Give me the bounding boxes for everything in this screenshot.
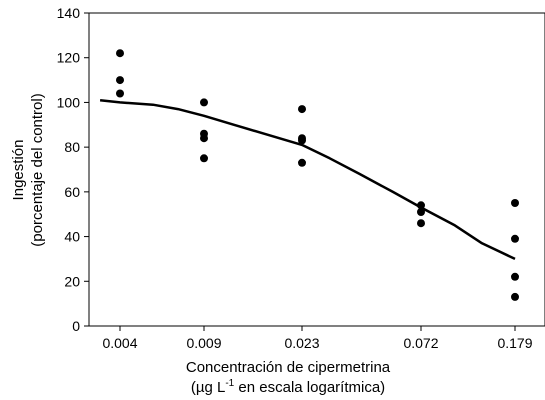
y-tick-label: 80	[64, 139, 80, 155]
data-point	[511, 272, 519, 281]
y-tick-label: 140	[57, 5, 81, 21]
y-tick-label: 0	[72, 318, 80, 334]
data-point	[200, 98, 208, 107]
y-tick-label: 20	[64, 273, 80, 289]
data-point	[298, 158, 306, 167]
data-point	[298, 136, 306, 145]
data-point	[417, 219, 425, 228]
data-point	[200, 154, 208, 163]
x-tick-label: 0.072	[403, 335, 438, 351]
x-tick-label: 0.004	[102, 335, 137, 351]
data-point	[511, 199, 519, 207]
x-tick-label: 0.179	[497, 335, 532, 351]
data-point	[417, 208, 425, 216]
x-tick-label: 0.009	[186, 335, 221, 351]
data-point	[116, 76, 124, 85]
y-axis-title-line1: Ingestión	[10, 140, 27, 201]
data-points	[116, 49, 519, 301]
data-point	[417, 201, 425, 210]
data-point	[116, 49, 124, 58]
data-point	[511, 234, 519, 243]
y-axis-title-line2: (porcentaje del control)	[29, 93, 46, 246]
data-point	[200, 134, 208, 143]
x-axis-title-scale: en escala logarítmica)	[234, 379, 385, 396]
y-tick-label: 100	[57, 94, 81, 110]
y-tick-label: 120	[57, 50, 81, 66]
y-axis-ticks: 0 20 40 60 80 100 120 140	[57, 5, 89, 334]
y-tick-label: 60	[64, 184, 80, 200]
fit-curve-group	[99, 98, 516, 261]
fit-curve	[99, 98, 516, 261]
x-tick-label: 0.023	[284, 335, 319, 351]
x-axis-title-line2: (µg L-1 en escala logarítmica)	[191, 378, 385, 396]
x-axis-title-unit: (µg L	[191, 379, 226, 396]
x-axis-ticks: 0.004 0.009 0.023 0.072 0.179	[102, 326, 533, 351]
y-tick-label: 40	[64, 229, 80, 245]
data-point	[298, 105, 306, 114]
x-axis-title-line1: Concentración de cipermetrina	[186, 359, 391, 376]
plot-frame	[88, 12, 545, 327]
x-axis-title-superscript: -1	[225, 378, 234, 389]
data-point	[116, 89, 124, 98]
data-point	[511, 292, 519, 301]
